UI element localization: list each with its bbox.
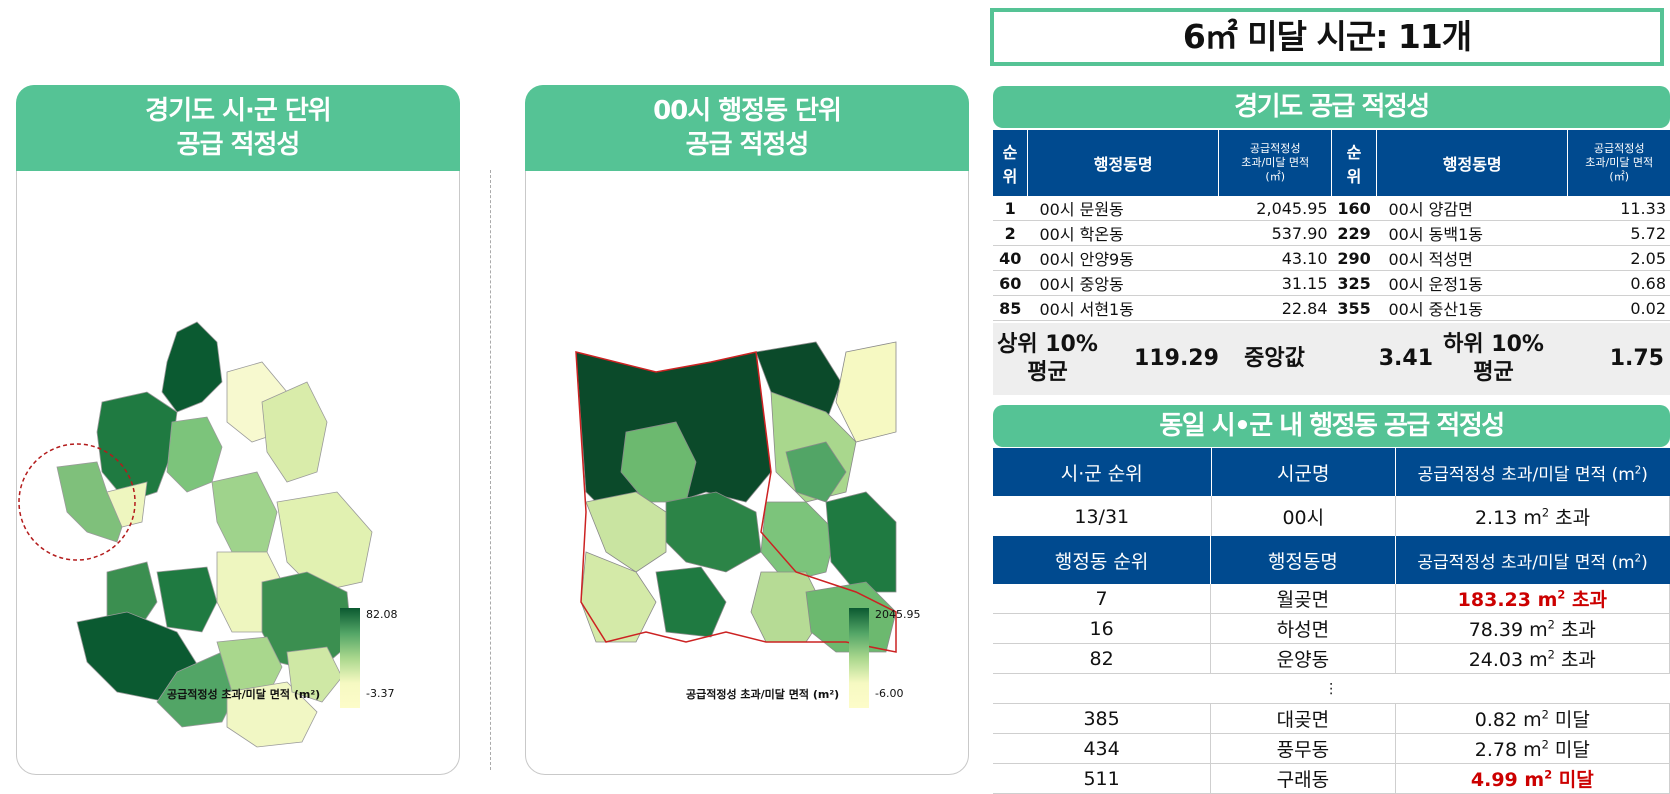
- region-east1: [211, 471, 278, 553]
- table-row: 40 00시 안양9동 43.10 290 00시 적성면 2.05: [993, 245, 1670, 271]
- region-northeast: [261, 381, 328, 483]
- col-dong-rank: 행정동 순위: [993, 536, 1212, 584]
- highlight-circle: [18, 443, 136, 561]
- stat-bottom-label: 하위 10% 평균: [1443, 332, 1544, 385]
- region-west2: [106, 481, 148, 528]
- province-legend-min: -3.37: [366, 687, 395, 700]
- province-stats-row: 상위 10% 평균 119.29 중앙값 3.41 하위 10% 평균 1.75: [993, 323, 1670, 395]
- stat-median-label: 중앙값: [1244, 346, 1305, 371]
- col-dong-area: 공급적정성 초과/미달 면적 (m2): [1395, 536, 1670, 584]
- dong-east-c: [760, 501, 837, 583]
- city-map-title-line2: 공급 적정성: [685, 130, 810, 160]
- table-row: 85 00시 서현1동 22.84 355 00시 중산1동 0.02: [993, 295, 1670, 321]
- table-row: 385 대곶면 0.82 m2 미달: [993, 703, 1670, 734]
- city-map-title-line1: 00시 행정동 단위: [653, 96, 842, 126]
- province-legend-max: 82.08: [366, 608, 398, 621]
- region-south4: [286, 646, 343, 703]
- stat-bottom-value: 1.75: [1609, 346, 1664, 371]
- province-section-header: 경기도 공급 적정성: [993, 86, 1670, 128]
- province-map-title-line1: 경기도 시·군 단위: [145, 96, 331, 126]
- city-map-title: 00시 행정동 단위 공급 적정성: [525, 85, 969, 171]
- region-central1: [166, 416, 223, 493]
- city-legend-min: -6.00: [875, 687, 904, 700]
- province-map-title: 경기도 시·군 단위 공급 적정성: [16, 85, 460, 171]
- city-legend-bar: [849, 608, 869, 708]
- province-map-panel: 경기도 시·군 단위 공급 적정성 82.08 -3.37 공급적정성 초: [16, 85, 460, 775]
- table-row: 13/31 00시 2.13 m2 초과: [993, 496, 1670, 539]
- dong-central-b: [585, 491, 667, 573]
- table-row: 60 00시 중앙동 31.15 325 00시 운정1동 0.68: [993, 270, 1670, 296]
- table-row: 1 00시 문원동 2,045.95 160 00시 양감면 11.33: [993, 196, 1670, 221]
- col-city-name: 시군명: [1211, 448, 1397, 496]
- col-city-area: 공급적정성 초과/미달 면적 (m2): [1395, 448, 1670, 496]
- dong-south-b: [655, 566, 727, 638]
- region-northwest: [96, 391, 178, 503]
- table-row: 7 월곶면 183.23 m2 초과: [993, 584, 1670, 614]
- city-rank-table: 시·군 순위 시군명 공급적정성 초과/미달 면적 (m2) 13/31 00시…: [993, 448, 1670, 539]
- province-legend-caption: 공급적정성 초과/미달 면적 (m²): [167, 688, 321, 701]
- stat-top-label: 상위 10% 평균: [997, 332, 1098, 385]
- stat-top-value: 119.29: [1134, 346, 1219, 371]
- dong-east-b: [785, 441, 847, 503]
- table-row: 2 00시 학온동 537.90 229 00시 동백1동 5.72: [993, 220, 1670, 246]
- summary-text: 6㎡ 미달 시군: 11개: [1182, 17, 1472, 56]
- province-choropleth-map: [18, 321, 373, 748]
- col-city-rank: 시·군 순위: [993, 448, 1212, 496]
- region-sw2: [156, 566, 218, 633]
- ellipsis-row: ⋮: [993, 673, 1670, 704]
- col-name-left: 행정동명: [1027, 130, 1220, 196]
- dong-far-ne: [835, 341, 897, 443]
- stat-median-value: 3.41: [1378, 346, 1434, 371]
- region-south3: [226, 681, 318, 748]
- table-row: 511 구래동 4.99 m2 미달: [993, 763, 1670, 794]
- col-area-left: 공급적정성 초과/미달 면적 (㎡): [1218, 130, 1333, 196]
- summary-box: 6㎡ 미달 시군: 11개: [990, 8, 1664, 66]
- panel-divider: [490, 170, 491, 770]
- city-choropleth-map: [575, 341, 897, 653]
- city-map-panel: 00시 행정동 단위 공급 적정성 2045.95 -6.00 공급적정성 초과…: [525, 85, 969, 775]
- col-area-right: 공급적정성 초과/미달 면적 (㎡): [1567, 130, 1670, 196]
- province-legend-bar: [340, 608, 360, 708]
- city-boundary: [575, 351, 897, 653]
- dong-rank-table: 행정동 순위 행정동명 공급적정성 초과/미달 면적 (m2) 7 월곶면 183.…: [993, 536, 1670, 794]
- col-name-right: 행정동명: [1376, 130, 1569, 196]
- same-city-section-header: 동일 시•군 내 행정동 공급 적정성: [993, 405, 1670, 447]
- province-map-title-line2: 공급 적정성: [176, 130, 301, 160]
- region-east2: [276, 491, 373, 593]
- city-legend-caption: 공급적정성 초과/미달 면적 (m²): [686, 688, 840, 701]
- dong-central-c: [665, 491, 762, 573]
- col-dong-name: 행정동명: [1210, 536, 1396, 584]
- table-row: 16 하성면 78.39 m2 초과: [993, 613, 1670, 644]
- table-row: 434 풍무동 2.78 m2 미달: [993, 733, 1670, 764]
- region-north1: [161, 321, 223, 413]
- dong-east-d: [825, 491, 897, 593]
- city-legend-max: 2045.95: [875, 608, 921, 621]
- table-row: 82 운양동 24.03 m2 초과: [993, 643, 1670, 674]
- region-south2: [216, 636, 283, 698]
